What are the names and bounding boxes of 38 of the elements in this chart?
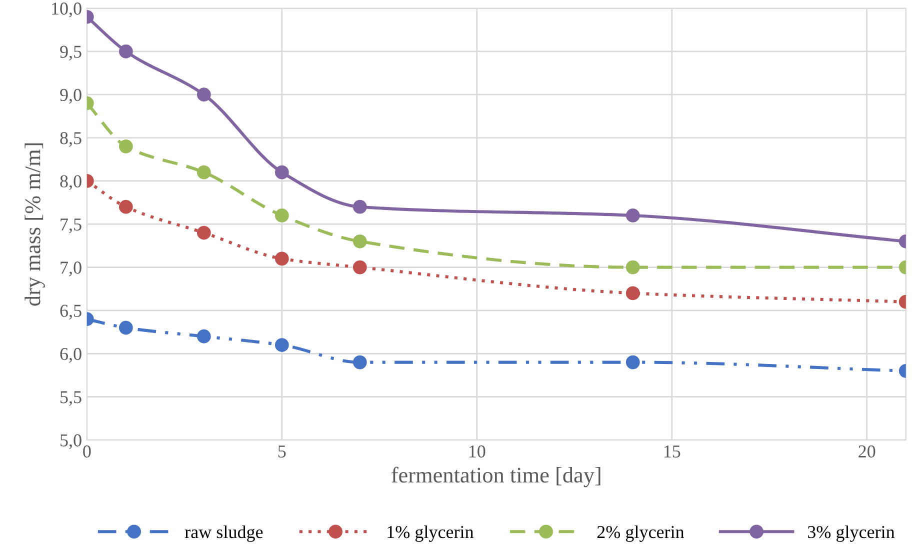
legend-label: 2% glycerin <box>597 525 684 542</box>
y-tick-label: 9,0 <box>60 88 82 104</box>
x-tick-label: 5 <box>278 446 286 458</box>
point <box>352 355 367 370</box>
y-tick-label: 8,0 <box>60 175 82 190</box>
point <box>352 234 367 248</box>
point <box>196 88 211 102</box>
y-tick-label: 6,5 <box>60 304 82 320</box>
y-tick-label: 10,0 <box>52 2 82 18</box>
y-tick-label: 9,5 <box>60 46 82 60</box>
y-axis-title: dry mass [% m/m] <box>24 143 45 306</box>
point <box>118 200 133 214</box>
legend-label: 3% glycerin <box>808 525 895 542</box>
x-tick-label: 20 <box>858 445 876 458</box>
point <box>196 329 211 344</box>
point <box>352 260 367 274</box>
legend-label: raw sludge <box>184 525 263 542</box>
y-tick-label: 6,0 <box>60 348 82 363</box>
y-tick-label: 5,0 <box>60 434 82 450</box>
y-tick-label: 7,0 <box>60 262 82 276</box>
x-tick-label: 15 <box>664 445 680 458</box>
legend-label: 1% glycerin <box>388 525 474 542</box>
point <box>274 208 289 222</box>
y-tick-label: 5,5 <box>60 391 82 406</box>
y-tick-label: 7,5 <box>60 218 82 234</box>
point <box>118 139 133 154</box>
point <box>118 44 133 58</box>
x-tick-label: 10 <box>469 445 486 458</box>
point <box>352 200 367 214</box>
x-tick-label: 0 <box>83 445 91 458</box>
point <box>274 252 289 266</box>
point <box>118 320 133 335</box>
point <box>274 338 289 352</box>
point <box>274 165 289 180</box>
y-tick-label: 8,5 <box>60 132 82 147</box>
x-axis-title: fermentation time [day] <box>392 466 600 488</box>
point <box>196 165 211 180</box>
point <box>196 226 211 240</box>
